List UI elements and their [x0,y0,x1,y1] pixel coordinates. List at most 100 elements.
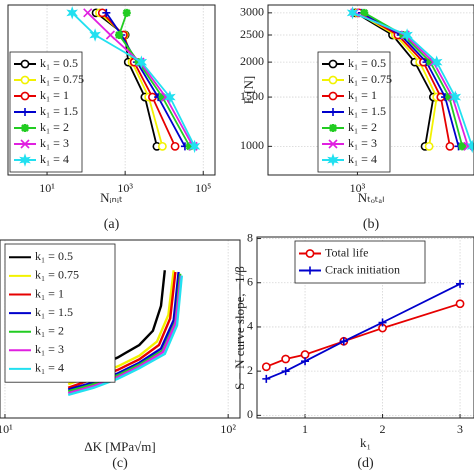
x-tick-label: 10¹ [39,181,55,195]
data-point [456,279,465,288]
data-point [102,8,111,17]
legend-label: Crack initiation [325,262,400,276]
data-point [301,357,310,366]
data-point [158,141,167,151]
legend-label: k₁ = 4 [40,152,69,166]
data-point [164,90,176,104]
legend-marker [20,91,30,101]
x-tick-label: 10³ [117,181,133,195]
legend-marker [20,75,30,85]
plot-frame [256,236,474,419]
data-point [445,93,454,102]
data-point [346,6,359,20]
legend-marker [20,139,30,149]
x-tick-label: 2 [380,422,386,436]
data-point [466,139,474,154]
data-point [83,8,93,18]
x-tick-label: 10² [220,422,236,436]
data-point [339,337,348,346]
legend-label: k₁ = 0.5 [348,56,386,70]
legend-box [294,240,426,284]
panel-label: (c) [112,456,128,471]
data-point [105,30,116,40]
y-tick-label: 0 [247,407,253,421]
legend-marker [328,75,338,85]
y-axis-label: F [N] [241,76,256,105]
legend-label: k₁ = 2 [40,120,69,134]
x-axis-label: k₁ [360,435,371,450]
data-point [378,318,387,327]
data-point [449,90,462,104]
x-tick-label: 10³ [350,181,366,195]
plot-content [66,6,201,154]
legend-marker [328,91,338,101]
plot-content [261,279,465,383]
panel-label: (a) [104,217,120,232]
series-line [67,275,183,395]
x-tick-label: 3 [457,422,463,436]
legend-label: k₁ = 1 [348,88,377,102]
data-point [401,28,413,42]
legend-label: k₁ = 1 [35,286,64,300]
plot-frame [7,4,216,176]
data-point [262,374,271,383]
panel: 10¹ 10² k₁ = 0.5 k₁ = 0.75 k₁ = 1 k₁ = 1.5 k₁ … [0,239,241,471]
plot-frame [267,4,474,176]
data-point [115,31,124,39]
x-tick-label: 10⁵ [195,181,211,195]
data-point [281,354,291,364]
data-point [430,55,443,69]
x-axis-label: Nₜₒₜₐₗ [358,190,385,205]
legend-marker [19,153,31,167]
data-point [426,58,435,67]
legend-label: k₁ = 4 [348,152,377,166]
y-tick-label: 4 [247,319,253,333]
data-point [66,6,78,20]
legend-marker [20,59,30,69]
series-line [67,275,183,397]
legend-label: k₁ = 1.5 [40,104,78,118]
legend-marker [328,139,338,149]
legend-label: k₁ = 2 [35,323,64,337]
panel: 10³ 1000 1500 2000 2500 3000 k₁ = 0.5 k₁ = 0.75… [240,4,474,232]
legend-label: k₁ = 1.5 [35,305,73,319]
data-point [458,142,467,151]
data-point [185,142,194,151]
legend-marker [327,153,339,167]
legend-label: k₁ = 3 [348,136,377,150]
data-point [360,8,369,17]
legend-label: k₁ = 0.5 [35,249,73,263]
legend-label: k₁ = 1 [40,88,69,102]
legend-marker [306,266,314,275]
legend-marker [328,59,338,69]
legend-label: k₁ = 0.5 [40,56,78,70]
panel-label: (d) [357,456,374,471]
data-point [158,93,167,102]
legend-label: k₁ = 1.5 [348,104,386,118]
data-point [281,367,290,376]
data-point [89,28,101,42]
panel: 10¹ 10³ 10⁵ k₁ = 0.5 k₁ = 0.75 k₁ = 1 k₁ = 1.5… [7,4,216,232]
y-tick-label: 1500 [240,89,264,103]
y-tick-label: 1000 [240,138,264,152]
data-point [455,299,465,309]
legend-marker [21,124,29,132]
plot-content [346,6,474,154]
panel-label: (b) [363,217,380,232]
legend-label: k₁ = 3 [40,136,69,150]
legend-marker [329,108,337,116]
legend-label: k₁ = 0.75 [348,72,392,86]
legend-label: k₁ = 2 [348,120,377,134]
panel: 1 2 3 0 2 4 6 8 Total life Crack initiation k₁ S − … [232,230,474,471]
legend-marker [21,108,29,116]
y-tick-label: 3000 [240,5,264,19]
x-tick-label: 10¹ [0,422,13,436]
data-point [188,139,201,154]
data-point [122,8,131,17]
data-point [261,362,271,372]
data-point [135,55,148,69]
legend-label: Total life [325,245,368,259]
data-point [424,141,434,151]
y-tick-label: 6 [247,274,253,288]
